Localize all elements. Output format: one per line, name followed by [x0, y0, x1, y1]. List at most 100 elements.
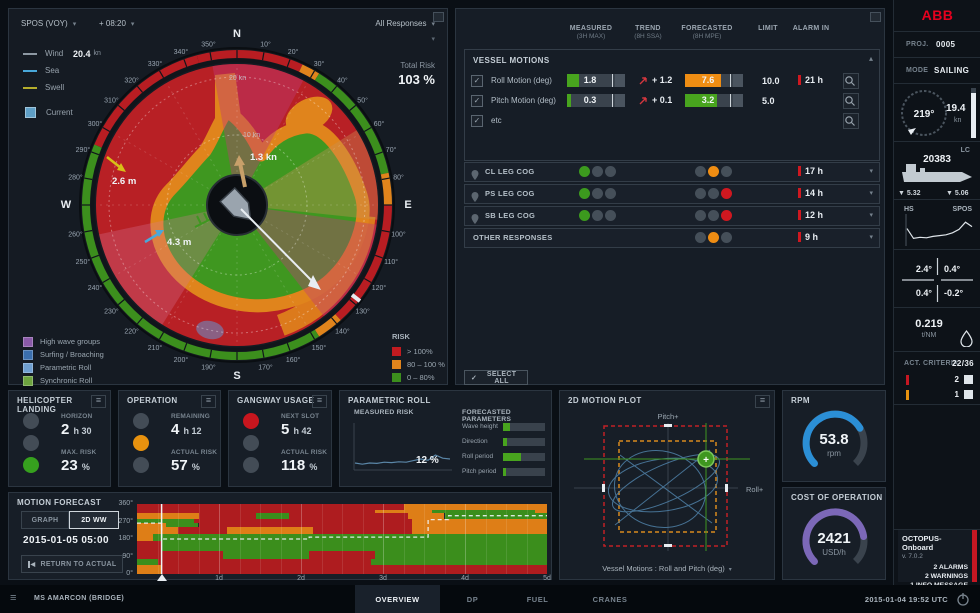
menu-icon[interactable]: ≡: [755, 395, 770, 408]
magnifier-button[interactable]: [843, 93, 859, 109]
status-dot: [133, 457, 149, 473]
forecast-status-dot: [695, 232, 706, 243]
heatmap-cell: [137, 504, 404, 511]
measured-status-dot: [605, 188, 616, 199]
heading-value: 219°: [914, 109, 935, 120]
forecast-status-dot: [708, 232, 719, 243]
etc-checkbox[interactable]: ✓: [471, 115, 483, 127]
tab-cranes[interactable]: CRANES: [592, 594, 628, 604]
y-axis-tick: 360°: [118, 500, 133, 507]
grid-line: [260, 504, 261, 574]
measured-status-dot: [592, 210, 603, 221]
hamburger-icon[interactable]: ≡: [10, 592, 17, 604]
motion-row: ✓ Roll Motion (deg) 1.8 + 1.2 7.6 10.0 21 h: [465, 72, 879, 90]
heatmap-cell: [374, 509, 433, 513]
graph-tab[interactable]: GRAPH: [21, 511, 69, 529]
forecast-status-dot: [721, 188, 732, 199]
return-to-actual-button[interactable]: ◀ RETURN TO ACTUAL: [21, 555, 123, 573]
compass-label-50°: 50°: [357, 97, 368, 105]
compass-label-140°: 140°: [335, 328, 350, 336]
chevron-down-icon[interactable]: ▾: [869, 168, 873, 175]
heatmap-cell: [374, 550, 547, 560]
chevron-down-icon: ▾: [431, 21, 435, 28]
heatmap-cell: [313, 527, 412, 535]
swell-line-icon: [23, 86, 37, 89]
chevron-down-icon[interactable]: ▾: [869, 212, 873, 219]
course-arrow-icon: [240, 208, 321, 290]
compass-label-E: E: [404, 199, 411, 211]
tab-fuel[interactable]: FUEL: [526, 594, 549, 604]
trim-heel-section: 2.4° 0.4° 0.4° -0.2°: [894, 250, 980, 308]
heading-compass: 219° 19.4 kn: [901, 88, 976, 138]
measured-status-dot: [592, 166, 603, 177]
select-all-button[interactable]: ✓ SELECT ALL: [464, 370, 528, 385]
forecast-status-dot: [721, 232, 732, 243]
time-offset-select[interactable]: + 08:20 ▾: [99, 19, 134, 28]
criteria-row: 2: [906, 374, 973, 386]
forecast-value: 7.6: [701, 75, 715, 85]
chevron-down-icon[interactable]: ▾: [869, 234, 873, 241]
operation-panel: OPERATION ≡ REMAINING 4 h 12 ACTUAL RISK 57…: [118, 390, 221, 487]
responses-filter-select[interactable]: All Responses ▾: [375, 19, 435, 28]
pin-icon: [471, 167, 479, 180]
expand-icon[interactable]: [433, 12, 444, 22]
svg-text:+: +: [703, 455, 709, 466]
time-slider-handle[interactable]: [156, 574, 167, 581]
risk-ring-segment: [314, 73, 389, 175]
hazard-sector: [254, 208, 377, 317]
x-axis-tick: 4d: [461, 575, 469, 582]
magnifier-button[interactable]: [843, 73, 859, 89]
power-icon[interactable]: [956, 592, 970, 606]
alarm-bar-icon: [798, 188, 801, 198]
response-row-ps-leg-cog[interactable]: PS LEG COG 14 h ▾: [464, 184, 880, 204]
forecast-value: 3.2: [701, 95, 715, 105]
expand-icon[interactable]: [870, 12, 881, 22]
svg-text:LC: LC: [961, 147, 970, 154]
risk-legend-item: > 100%: [392, 345, 445, 358]
menu-icon[interactable]: ≡: [91, 395, 106, 408]
grid-line: [321, 504, 323, 574]
tab-dp[interactable]: DP: [466, 594, 479, 604]
alarm-bar-icon: [798, 210, 801, 220]
measured-status-dot: [605, 210, 616, 221]
compass-label-150°: 150°: [312, 344, 327, 352]
total-risk: Total Risk 103 %: [398, 61, 435, 87]
hazard-legend-item: High wave groups: [23, 335, 104, 348]
heatmap-cell: [444, 512, 547, 519]
current-checkbox[interactable]: [25, 107, 36, 118]
motion-2d-chart: Pitch+ Roll+ +: [574, 412, 764, 551]
criteria-box-icon: [964, 375, 973, 384]
heatmap-cell: [227, 527, 314, 535]
project-value: 0005: [936, 40, 956, 49]
response-row-sb-leg-cog[interactable]: SB LEG COG 12 h ▾: [464, 206, 880, 226]
menu-icon[interactable]: ≡: [201, 395, 216, 408]
menu-icon[interactable]: ≡: [312, 395, 327, 408]
column-header: MEASURED (3H MAX): [569, 25, 613, 40]
collapse-icon[interactable]: ▴: [868, 54, 873, 63]
x-axis-tick: 1d: [215, 575, 223, 582]
current-legend-row[interactable]: Current: [23, 104, 101, 121]
risk-swatch: [392, 373, 401, 382]
response-row-label: CL LEG COG: [485, 167, 535, 176]
magnifier-button[interactable]: [843, 113, 859, 129]
2dww-tab[interactable]: 2D WW: [69, 511, 119, 529]
measured-status-dot: [579, 166, 590, 177]
roll-axis-label: Roll+: [746, 485, 764, 494]
tab-overview[interactable]: OVERVIEW: [355, 585, 440, 613]
response-row-cl-leg-cog[interactable]: CL LEG COG 17 h ▾: [464, 162, 880, 182]
chevron-down-icon[interactable]: ▾: [869, 190, 873, 197]
Roll Motion (deg)-checkbox[interactable]: ✓: [471, 75, 483, 87]
source-select[interactable]: SPOS (VOY) ▾: [21, 19, 76, 28]
motion-select[interactable]: Vessel Motions : Roll and Pitch (deg) ▾: [602, 564, 732, 573]
Pitch Motion (deg)-checkbox[interactable]: ✓: [471, 95, 483, 107]
chevron-down-icon[interactable]: ▾: [431, 36, 435, 43]
statusbar-timestamp: 2015-01-04 19:52 UTC: [864, 595, 948, 604]
current-arrow-icon: [234, 155, 247, 188]
heading-arrow-icon: [908, 128, 916, 135]
measured-bar: 0.3: [567, 94, 625, 107]
gangway-usage-panel: GANGWAY USAGE ≡ NEXT SLOT 5 h 42 ACTUAL RI…: [228, 390, 332, 487]
compass-label-290°: 290°: [76, 146, 91, 154]
parametric-roll-swatch: [23, 362, 33, 373]
forecast-heatmap[interactable]: [137, 504, 547, 575]
response-row-other-responses[interactable]: OTHER RESPONSES 9 h ▾: [464, 228, 880, 248]
